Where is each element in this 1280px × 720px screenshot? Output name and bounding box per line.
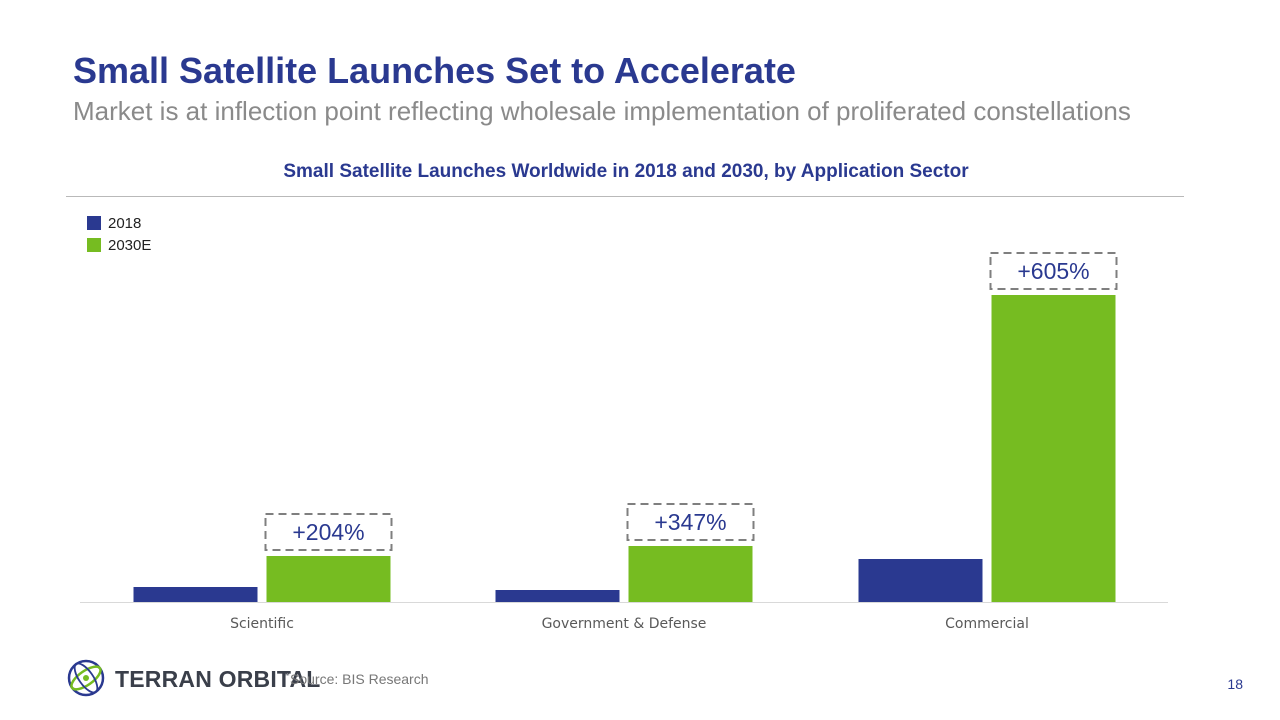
legend-item-2030e: 2030E bbox=[87, 234, 151, 256]
page-title: Small Satellite Launches Set to Accelera… bbox=[73, 50, 796, 91]
chart-title: Small Satellite Launches Worldwide in 20… bbox=[283, 161, 969, 182]
x-tick-label-commercial: Commercial bbox=[945, 616, 1029, 632]
bar-2018-commercial bbox=[858, 559, 983, 602]
bar-2030e-commercial bbox=[991, 295, 1116, 602]
chart-legend: 2018 2030E bbox=[87, 212, 151, 256]
page-number: 18 bbox=[1227, 676, 1243, 692]
source-note: Source: BIS Research bbox=[290, 671, 429, 687]
growth-annotation-box-scientific bbox=[264, 513, 393, 551]
legend-label-2030e: 2030E bbox=[108, 236, 152, 254]
growth-annotation-box-government-defense bbox=[626, 503, 755, 541]
bar-2018-government-defense bbox=[495, 590, 620, 602]
chart-title-divider bbox=[66, 196, 1184, 197]
x-tick-label-scientific: Scientific bbox=[230, 616, 294, 632]
growth-annotation-government-defense: +347% bbox=[654, 509, 726, 535]
growth-annotation-commercial: +605% bbox=[1017, 258, 1089, 284]
brand-name: TERRAN ORBITAL bbox=[115, 666, 321, 692]
growth-annotation-scientific: +204% bbox=[292, 519, 364, 545]
terran-orbital-globe-icon bbox=[67, 659, 105, 697]
legend-item-2018: 2018 bbox=[87, 212, 151, 234]
trademark-symbol: ™ bbox=[282, 671, 290, 680]
legend-swatch-2030e bbox=[87, 238, 101, 252]
legend-label-2018: 2018 bbox=[108, 214, 142, 232]
bar-2030e-government-defense bbox=[628, 546, 753, 602]
x-tick-label-government-defense: Government & Defense bbox=[542, 616, 707, 632]
bar-2018-scientific bbox=[133, 587, 258, 602]
growth-annotation-box-commercial bbox=[989, 252, 1118, 290]
bar-2030e-scientific bbox=[266, 556, 391, 602]
legend-swatch-2018 bbox=[87, 216, 101, 230]
page-subtitle: Market is at inflection point reflecting… bbox=[73, 96, 1131, 126]
